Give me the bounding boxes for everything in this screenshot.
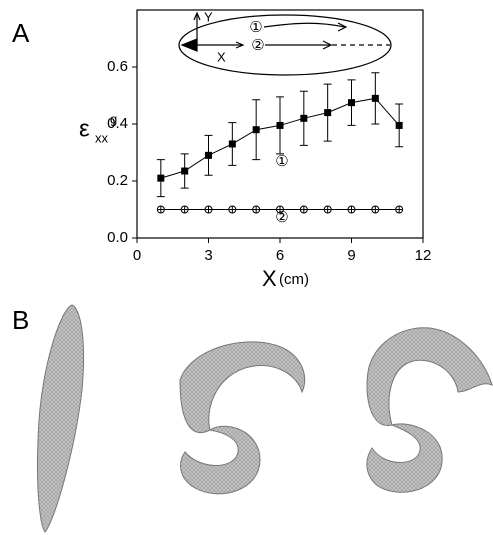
inset-path-label: ② (251, 37, 264, 54)
x-tick-label: 6 (276, 247, 284, 264)
data-point (229, 140, 236, 147)
x-axis-unit: (cm) (279, 271, 309, 288)
data-point (157, 175, 164, 182)
y-axis-label: ε (79, 115, 90, 142)
inset-axis-label: Y (204, 9, 213, 24)
data-point (181, 168, 188, 175)
data-point (372, 95, 379, 102)
data-point (348, 206, 355, 213)
data-point (253, 126, 260, 133)
figure: A B Y X ① ② 0369120.00.20.40.6X(cm)εgxx①… (0, 0, 493, 535)
y-tick-label: 0.2 (107, 172, 128, 189)
inset-axis-label: X (217, 49, 226, 64)
x-axis-label: X (262, 266, 277, 291)
shell-shape (37, 305, 83, 532)
data-point (253, 206, 260, 213)
data-point (396, 206, 403, 213)
x-tick-label: 0 (133, 247, 141, 264)
data-point (324, 206, 331, 213)
series-label: ① (275, 153, 288, 170)
panel-letter: B (12, 305, 29, 335)
y-tick-label: 0.0 (107, 229, 128, 246)
y-axis-label: xx (95, 130, 109, 145)
data-point (348, 99, 355, 106)
data-point (205, 152, 212, 159)
data-point (157, 206, 164, 213)
data-point (181, 206, 188, 213)
panel-letter: A (12, 18, 30, 48)
data-point (396, 122, 403, 129)
data-point (324, 109, 331, 116)
x-tick-label: 12 (415, 247, 432, 264)
shell-shape (180, 342, 305, 494)
data-point (277, 122, 284, 129)
inset-path-label: ① (249, 19, 262, 36)
x-tick-label: 3 (204, 247, 212, 264)
series-label: ② (275, 209, 288, 226)
data-point (300, 206, 307, 213)
data-point (372, 206, 379, 213)
data-point (300, 115, 307, 122)
shell-shape (367, 328, 492, 493)
x-tick-label: 9 (347, 247, 355, 264)
data-point (205, 206, 212, 213)
y-axis-label: g (110, 111, 117, 126)
y-tick-label: 0.6 (107, 58, 128, 75)
data-point (229, 206, 236, 213)
